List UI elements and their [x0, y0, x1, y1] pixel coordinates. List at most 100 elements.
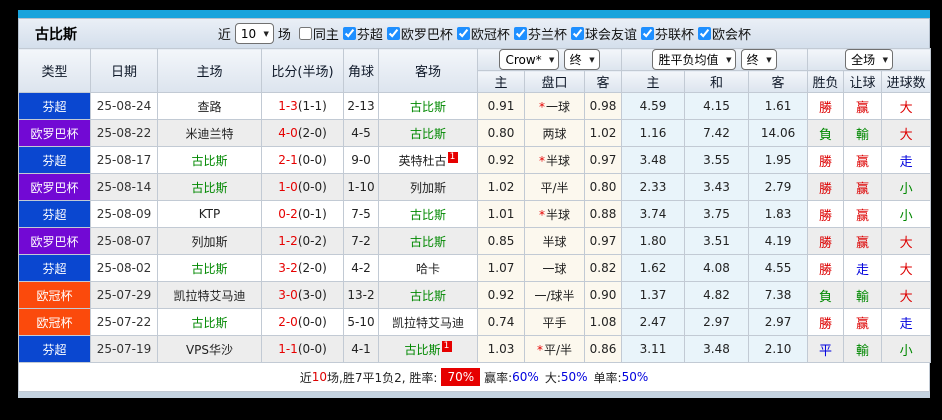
league-filter-checkbox-input[interactable] [456, 27, 470, 40]
league-filter-checkbox-input[interactable] [513, 27, 527, 40]
top-accent-bar [18, 10, 930, 18]
scope-select[interactable]: 全场 [845, 49, 894, 70]
handicap-line: 两球 [524, 119, 585, 147]
goals-flag: 大 [881, 227, 932, 255]
handicap-flag: 赢 [843, 173, 883, 201]
league-filter-checkbox[interactable]: 欧罗巴杯 [386, 24, 453, 43]
league-filter-checkbox[interactable]: 欧会杯 [697, 24, 751, 43]
result-flag: 勝 [807, 92, 845, 120]
away-team-link[interactable]: 古比斯 [404, 342, 441, 357]
home-team-link[interactable]: 凯拉特艾马迪 [173, 288, 246, 303]
handicap-flag: 赢 [843, 146, 883, 174]
avg-away: 1.61 [748, 92, 809, 120]
team-title: 古比斯 [35, 26, 77, 43]
checkbox-label: 芬兰杯 [527, 28, 567, 43]
league-filter-checkbox[interactable]: 芬联杯 [640, 24, 694, 43]
handicap-line: 平/半 [524, 173, 585, 201]
league-filter-checkbox-input[interactable] [386, 27, 400, 40]
league-filter-checkbox[interactable]: 欧冠杯 [456, 24, 510, 43]
odds-time-select[interactable]: 终 [563, 49, 600, 70]
result-flag: 勝 [807, 227, 845, 255]
league-filter-checkbox-input[interactable] [342, 27, 356, 40]
home-team-link[interactable]: VPS华沙 [185, 342, 234, 357]
result-flag: 勝 [807, 200, 845, 228]
corner-score: 4-5 [343, 119, 379, 147]
summary-seg-win: 赢率: [484, 370, 513, 385]
league-filter-checkbox-input[interactable] [697, 27, 711, 40]
home-team-link[interactable]: 古比斯 [191, 261, 228, 276]
score-cell: 1-2(0-2) [261, 227, 344, 255]
league-filter-checkbox[interactable]: 同主 [298, 24, 339, 43]
away-team-link[interactable]: 古比斯 [409, 126, 446, 141]
away-team-link[interactable]: 列加斯 [409, 180, 446, 195]
odds-company-select-wrap: Crow* [499, 49, 560, 70]
home-team-link[interactable]: 列加斯 [191, 234, 228, 249]
scope-group-header: 全场 [807, 48, 932, 71]
avg-draw: 4.15 [684, 92, 750, 120]
away-team-link[interactable]: 凯拉特艾马迪 [391, 315, 464, 330]
league-filter-checkbox-input[interactable] [570, 27, 584, 40]
home-team-link[interactable]: 查路 [197, 99, 222, 114]
away-team-link[interactable]: 英特杜古 [398, 153, 447, 168]
handicap-flag: 輸 [843, 119, 883, 147]
league-filter-checkbox-input[interactable] [640, 27, 654, 40]
filter-controls: 近 10 场 同主 芬超 欧罗巴杯 欧冠杯 芬兰杯 球会友谊 芬联杯 欧会杯 [218, 23, 751, 44]
avg-time-select[interactable]: 终 [740, 49, 777, 70]
league-filter-checkbox-input[interactable] [298, 27, 312, 40]
match-date: 25-07-19 [90, 335, 158, 363]
avg-home: 4.59 [621, 92, 686, 120]
home-team-link[interactable]: 古比斯 [191, 153, 228, 168]
league-filter-checkbox[interactable]: 球会友谊 [570, 24, 637, 43]
away-team-cell: 古比斯 [378, 227, 478, 255]
sub-header-odds-away: 客 [583, 70, 623, 93]
match-history-panel: 古比斯 近 10 场 同主 芬超 欧罗巴杯 欧冠杯 芬兰杯 球会友谊 芬联杯 欧… [18, 10, 932, 398]
away-team-link[interactable]: 哈卡 [415, 261, 440, 276]
table-row: 欧罗巴杯 25-08-07 列加斯 1-2(0-2) 7-2 古比斯 0.85 … [18, 227, 932, 255]
away-odds: 0.90 [583, 281, 623, 309]
summary-seg-big: 大: [544, 370, 561, 385]
avg-type-select[interactable]: 胜平负均值 [652, 49, 737, 70]
match-date: 25-08-22 [90, 119, 158, 147]
away-team-link[interactable]: 古比斯 [409, 99, 446, 114]
goals-flag: 大 [881, 119, 932, 147]
checkbox-label: 球会友谊 [584, 28, 637, 43]
avg-home: 1.62 [621, 254, 686, 282]
home-team-link[interactable]: 古比斯 [191, 180, 228, 195]
home-team-link[interactable]: KTP [198, 207, 221, 221]
result-flag: 負 [807, 119, 845, 147]
home-odds: 0.91 [477, 92, 525, 120]
away-team-cell: 古比斯 [378, 281, 478, 309]
away-team-link[interactable]: 古比斯 [409, 234, 446, 249]
corner-score: 1-10 [343, 173, 379, 201]
matches-count-select[interactable]: 10 [234, 23, 274, 44]
handicap-flag: 赢 [843, 200, 883, 228]
checkbox-label: 同主 [312, 28, 339, 43]
match-date: 25-08-02 [90, 254, 158, 282]
home-team-cell: 列加斯 [157, 227, 262, 255]
result-flag: 平 [807, 335, 845, 363]
avg-home: 1.16 [621, 119, 686, 147]
home-odds: 0.74 [477, 308, 525, 336]
home-team-link[interactable]: 米迪兰特 [185, 126, 234, 141]
odds-company-select[interactable]: Crow* [499, 49, 560, 70]
league-filter-checkbox[interactable]: 芬超 [342, 24, 383, 43]
league-filter-checkbox[interactable]: 芬兰杯 [513, 24, 567, 43]
summary-seg-record: 场,胜7平1负2, 胜率: [327, 370, 438, 385]
home-team-link[interactable]: 古比斯 [191, 315, 228, 330]
goals-flag: 小 [881, 173, 932, 201]
half-score: (0-0) [297, 342, 327, 356]
league-badge: 芬超 [18, 92, 91, 120]
checkbox-label: 欧冠杯 [470, 28, 510, 43]
away-team-link[interactable]: 古比斯 [409, 288, 446, 303]
handicap-flag: 輸 [843, 281, 883, 309]
summary-big-value: 50% [560, 370, 588, 384]
handicap-line: *半球 [524, 200, 585, 228]
avg-draw: 3.51 [684, 227, 750, 255]
away-team-link[interactable]: 古比斯 [409, 207, 446, 222]
table-row: 芬超 25-08-02 古比斯 3-2(2-0) 4-2 哈卡 1.07 一球 … [18, 254, 932, 282]
sub-header-avg-draw: 和 [684, 70, 750, 93]
away-odds: 1.08 [583, 308, 623, 336]
avg-draw: 2.97 [684, 308, 750, 336]
full-score: 3-2 [278, 261, 298, 275]
handicap-star-icon: * [538, 153, 545, 168]
